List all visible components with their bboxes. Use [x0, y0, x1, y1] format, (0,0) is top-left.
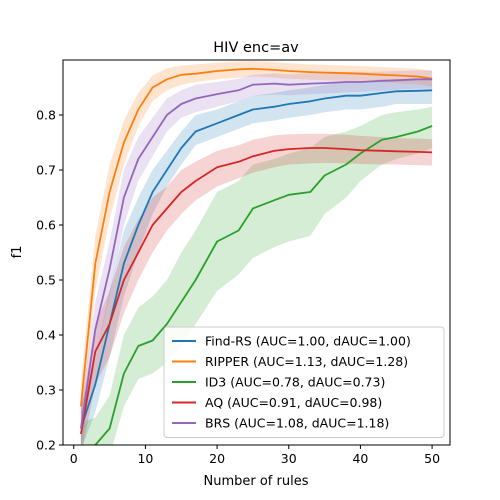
- legend-entry: Find-RS (AUC=1.00, dAUC=1.00): [205, 334, 411, 349]
- legend-entry: ID3 (AUC=0.78, dAUC=0.73): [205, 375, 385, 390]
- legend-entry: RIPPER (AUC=1.13, dAUC=1.28): [205, 354, 408, 369]
- legend-box: [163, 326, 445, 438]
- x-tick-label: 10: [137, 451, 153, 466]
- line-series-1: [80, 89, 433, 429]
- y-axis-label: f1: [10, 246, 25, 259]
- line-series-4: [80, 147, 433, 435]
- series-lines: [80, 67, 433, 445]
- legend-entry: AQ (AUC=0.91, dAUC=0.98): [205, 395, 382, 410]
- y-tick-label: 0.7: [36, 163, 56, 178]
- y-tick-label: 0.4: [36, 328, 56, 343]
- chart-title: HIV enc=av: [213, 40, 299, 56]
- line-series-3: [92, 125, 433, 445]
- plot-frame: [62, 59, 451, 446]
- y-axis-ticks: 0.2 0.3 0.4 0.5 0.6 0.7 0.8: [36, 108, 63, 453]
- y-tick-label: 0.8: [36, 108, 56, 123]
- y-tick-label: 0.5: [36, 273, 56, 288]
- x-tick-label: 50: [424, 451, 440, 466]
- x-tick-label: 30: [281, 451, 297, 466]
- x-axis-label: Number of rules: [204, 474, 309, 489]
- x-axis-ticks: 0 10 20 30 40 50: [70, 445, 440, 466]
- line-series-2: [80, 67, 433, 407]
- line-series-5: [80, 78, 433, 429]
- x-tick-label: 40: [352, 451, 368, 466]
- y-tick-label: 0.2: [36, 438, 56, 453]
- band-series-1: [80, 78, 433, 445]
- legend-entry: BRS (AUC=1.08, dAUC=1.18): [205, 416, 389, 431]
- band-series-4: [80, 133, 433, 445]
- y-tick-label: 0.3: [36, 383, 56, 398]
- x-tick-label: 0: [70, 451, 78, 466]
- y-tick-label: 0.6: [36, 218, 56, 233]
- x-tick-label: 20: [209, 451, 225, 466]
- legend: Find-RS (AUC=1.00, dAUC=1.00) RIPPER (AUC…: [163, 326, 445, 438]
